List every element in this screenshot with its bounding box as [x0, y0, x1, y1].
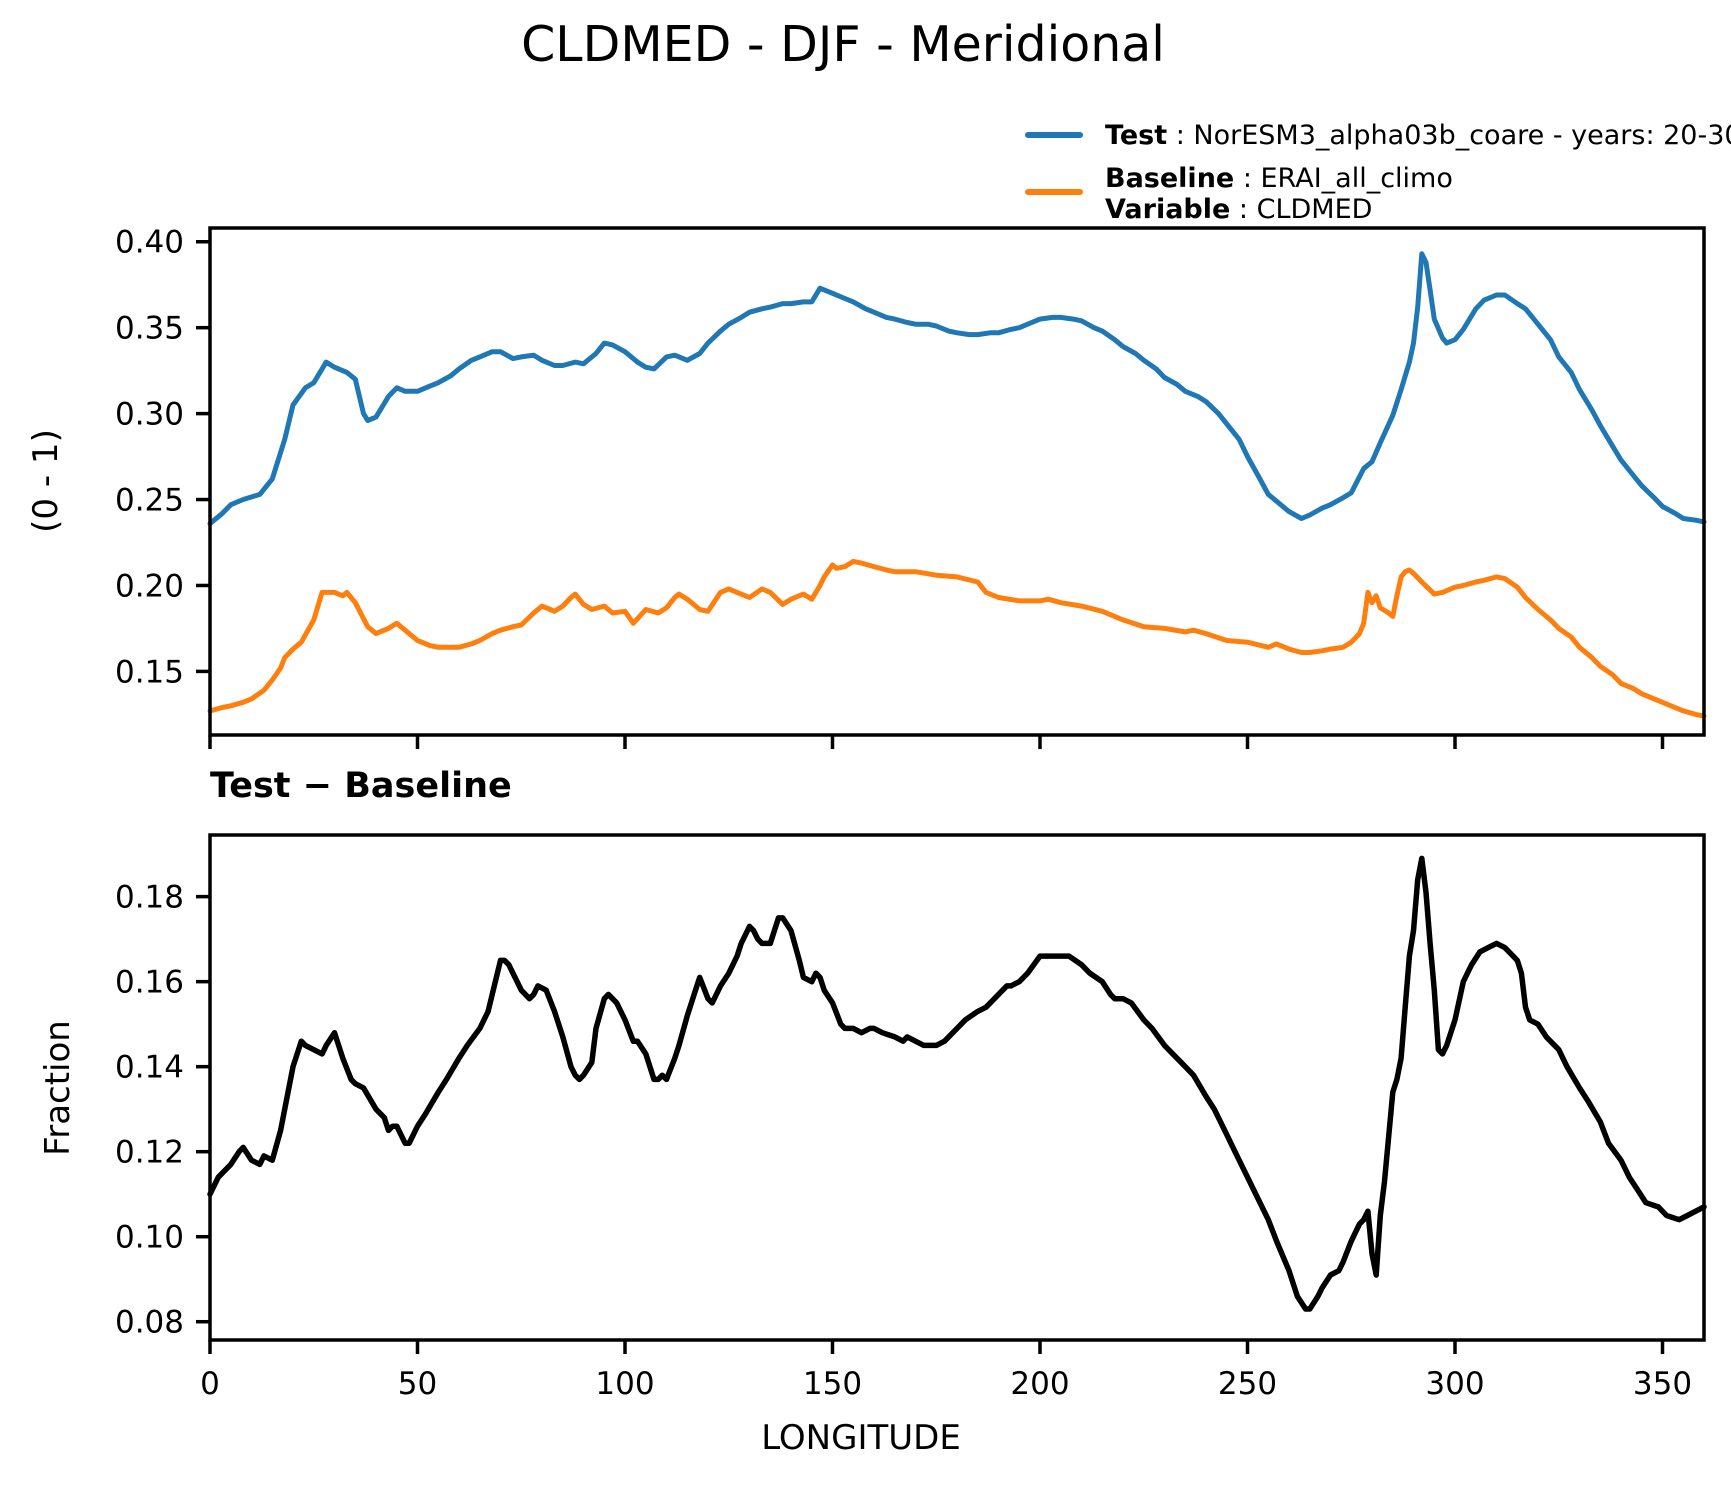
legend-entry-variable: Variable : CLDMED — [1105, 194, 1372, 225]
legend-baseline-label: Baseline — [1105, 163, 1235, 194]
panel-1-xtick-label: 300 — [1425, 1366, 1484, 1402]
panel-0-ytick-label: 0.15 — [115, 654, 184, 690]
legend-entry-test: Test : NorESM3_alpha03b_coare - years: 2… — [1105, 120, 1731, 151]
figure-title: CLDMED - DJF - Meridional — [521, 16, 1165, 73]
x-axis-label: LONGITUDE — [761, 1418, 961, 1458]
legend-variable-value: : CLDMED — [1230, 194, 1373, 225]
panel-0-series-1-line — [207, 558, 1707, 719]
panel-0-series-0-line — [207, 251, 1707, 527]
panel-1-xtick-label: 250 — [1218, 1366, 1277, 1402]
panel-0-ytick-label: 0.30 — [115, 397, 184, 433]
baseline-line-swatch — [1025, 189, 1083, 195]
panel-1-xtick-label: 0 — [200, 1366, 220, 1402]
panel-1-ytick-label: 0.18 — [115, 880, 184, 916]
panel-0-ytick-label: 0.35 — [115, 311, 184, 347]
panel-1-xtick-label: 200 — [1010, 1366, 1069, 1402]
panel-1-xtick-label: 150 — [803, 1366, 862, 1402]
legend-test-label: Test — [1105, 120, 1168, 151]
bottom-panel-title: Test − Baseline — [210, 766, 512, 806]
panel-1-xtick-label: 350 — [1633, 1366, 1692, 1402]
panel-1-xtick-label: 100 — [595, 1366, 654, 1402]
panel-1-xtick-label: 50 — [398, 1366, 437, 1402]
panel-1-ytick-label: 0.16 — [115, 965, 184, 1001]
top-panel-ylabel: (0 - 1) — [26, 429, 66, 533]
panel-1-ytick-label: 0.12 — [115, 1135, 184, 1171]
panel-0-ytick-label: 0.25 — [115, 483, 184, 519]
panel-1-ytick-label: 0.10 — [115, 1220, 184, 1256]
panel-1-ytick-label: 0.08 — [115, 1305, 184, 1341]
panel-0-ytick-label: 0.20 — [115, 568, 184, 604]
legend-variable-label: Variable — [1105, 194, 1231, 225]
legend-entry-baseline: Baseline : ERAI_all_climo — [1105, 163, 1453, 194]
panel-1-spines — [208, 833, 1706, 1342]
legend-test-value: : NorESM3_alpha03b_coare - years: 20-30 — [1167, 120, 1731, 151]
panel-1-ytick-label: 0.14 — [115, 1050, 184, 1086]
test-line-swatch — [1025, 132, 1083, 138]
panel-0-spines — [208, 226, 1706, 737]
bottom-panel-ylabel: Fraction — [38, 1020, 78, 1156]
legend-baseline-value: : ERAI_all_climo — [1234, 163, 1453, 194]
panel-0-ytick-label: 0.40 — [115, 225, 184, 261]
panel-1-series-0-line — [207, 855, 1707, 1312]
